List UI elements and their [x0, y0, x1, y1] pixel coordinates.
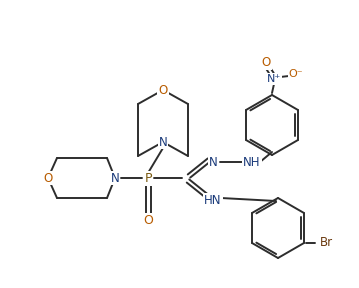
Text: NH: NH [243, 156, 261, 168]
Text: N: N [159, 135, 167, 149]
Text: N⁺: N⁺ [267, 74, 281, 84]
Text: O: O [261, 56, 271, 69]
Text: Br: Br [320, 236, 332, 249]
Text: O⁻: O⁻ [289, 69, 303, 79]
Text: N: N [209, 156, 218, 168]
Text: HN: HN [204, 194, 222, 206]
Text: P: P [144, 171, 152, 185]
Text: O: O [158, 84, 168, 96]
Text: O: O [43, 171, 53, 185]
Text: N: N [111, 171, 120, 185]
Text: O: O [143, 213, 153, 226]
